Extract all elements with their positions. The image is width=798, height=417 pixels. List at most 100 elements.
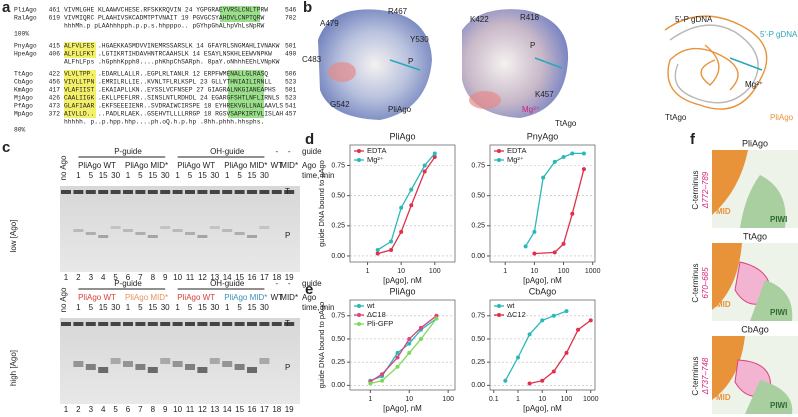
lane-number: 14 <box>223 405 232 414</box>
lane-number: 7 <box>138 405 143 414</box>
x-tick-label: 1000 <box>585 268 601 275</box>
structure-label: 5'-P gDNA <box>675 15 713 24</box>
band <box>160 358 171 364</box>
x-tick-label: 1 <box>503 268 507 275</box>
y-tick-label: 0.75 <box>331 313 345 320</box>
time-label: 15 <box>148 171 157 180</box>
lane-number: 19 <box>285 405 294 414</box>
legend-marker <box>357 322 361 326</box>
band <box>98 235 109 238</box>
ago-label: Ago <box>302 293 317 302</box>
legend-marker <box>497 304 501 308</box>
ago-label: PliAgo MID* <box>125 161 168 170</box>
legend-label: ΔC12 <box>507 310 526 319</box>
band <box>73 322 84 326</box>
seq-name: KmAgo <box>14 87 33 94</box>
highlight <box>220 6 260 22</box>
plot-frame <box>489 144 596 263</box>
band <box>172 322 183 326</box>
data-point <box>380 372 385 377</box>
lane-number: 14 <box>223 273 232 282</box>
data-point <box>432 155 437 160</box>
band <box>110 190 121 194</box>
data-point <box>551 313 556 318</box>
data-point <box>527 332 532 337</box>
surface-patch <box>328 62 356 82</box>
lane-number: 10 <box>173 405 182 414</box>
guide-label: P-guide <box>114 279 142 288</box>
surface <box>462 9 569 118</box>
data-point <box>389 239 394 244</box>
band <box>234 364 245 370</box>
time-label: 1 <box>225 171 230 180</box>
identity: 100% <box>14 31 29 38</box>
y-tick-label: 0.25 <box>331 223 345 230</box>
band <box>259 226 270 229</box>
band <box>160 226 171 229</box>
band <box>197 190 208 194</box>
band <box>284 190 295 194</box>
lane-number: 2 <box>76 273 81 282</box>
band <box>185 190 195 194</box>
guide-label: - <box>288 279 291 288</box>
structure-label: Mg²⁺ <box>745 80 763 89</box>
time-label: 1 <box>126 171 131 180</box>
seq-end: 457 <box>285 111 297 118</box>
data-point <box>418 325 423 330</box>
seq-start: 417 <box>49 87 61 94</box>
plot-frame <box>349 299 456 391</box>
ago-label: WT <box>271 161 284 170</box>
lane-number: 15 <box>235 405 244 414</box>
y-tick-label: 0.00 <box>471 253 485 260</box>
time-label: 1 <box>126 303 131 312</box>
lane-number: 6 <box>126 405 131 414</box>
time-label: 1 <box>76 303 81 312</box>
sequence: ALFLLFKT .LGTIKRTIHDAVHNTRCAAHSLK 14 ESA… <box>64 51 272 58</box>
band <box>259 322 270 326</box>
legend-marker <box>357 304 361 308</box>
chart-title: PliAgo <box>389 131 415 141</box>
seq-start: 473 <box>49 103 61 110</box>
band <box>73 190 84 194</box>
band <box>209 226 220 229</box>
lane-number: 4 <box>101 405 106 414</box>
band <box>247 367 257 373</box>
guide-label: OH-guide <box>210 147 245 156</box>
data-point <box>389 247 394 252</box>
lane-number: 9 <box>163 405 168 414</box>
data-point <box>588 318 593 323</box>
x-tick-label: 100 <box>558 268 570 275</box>
data-point <box>564 309 569 314</box>
data-point <box>540 378 545 383</box>
structure-label: Mg²⁺ <box>522 105 540 114</box>
band <box>85 322 96 326</box>
structure-label: TtAgo <box>665 113 687 122</box>
legend-marker <box>357 158 361 162</box>
structure-title: CbAgo <box>741 324 769 334</box>
time-label: 15 <box>99 171 108 180</box>
band <box>259 190 270 194</box>
band-label: P <box>285 231 290 240</box>
domain-label: PIWI <box>770 401 787 410</box>
sequence: VIVMIQRC PLAAHIVSKCADMTPTVNAIT 19 PGVGCS… <box>64 15 264 22</box>
seq-end: 523 <box>285 95 297 102</box>
panel-letter: b <box>303 0 312 16</box>
lane-number: 13 <box>210 273 219 282</box>
gdna <box>389 57 763 71</box>
data-point <box>532 251 537 256</box>
band <box>172 361 183 367</box>
seq-start: 415 <box>49 43 61 50</box>
structure-label: Y530 <box>410 35 429 44</box>
legend-label: wt <box>506 301 515 310</box>
legend-label: Mg²⁺ <box>507 155 524 164</box>
band <box>98 190 109 194</box>
seq-name: PnyAgo <box>14 43 37 50</box>
band <box>147 235 158 238</box>
seq-name: PfAgo <box>14 103 33 110</box>
structure-label: P <box>408 57 413 66</box>
lane-number: 11 <box>186 405 195 414</box>
lane-number: 13 <box>210 405 219 414</box>
time-label: 5 <box>237 303 242 312</box>
x-axis-label: [pAgo], nM <box>523 276 562 285</box>
lane-number: 3 <box>89 273 94 282</box>
